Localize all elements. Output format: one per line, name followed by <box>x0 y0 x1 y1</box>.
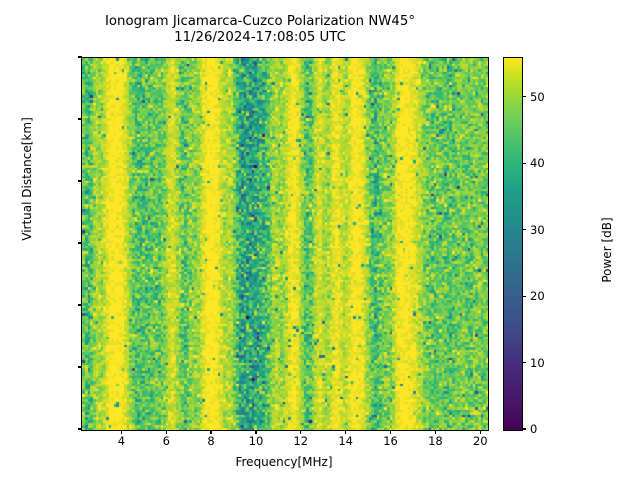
y-tick-mark <box>77 428 82 430</box>
x-tick-mark <box>165 429 167 434</box>
colorbar-tick-mark <box>522 361 526 364</box>
y-tick-mark <box>77 304 82 306</box>
colorbar-label: Power [dB] <box>600 217 614 283</box>
x-tick-mark <box>255 429 257 434</box>
colorbar-tick-mark <box>522 96 526 98</box>
x-tick-label: 10 <box>248 434 264 448</box>
x-tick-label: 14 <box>338 434 353 448</box>
x-tick-mark <box>389 429 392 434</box>
colorbar-tick-mark <box>522 229 526 231</box>
x-tick-label: 6 <box>162 434 170 448</box>
x-tick-mark <box>345 429 347 434</box>
colorbar-tick-mark <box>522 295 526 297</box>
y-tick-mark <box>77 118 82 120</box>
ionogram-heatmap-canvas <box>82 58 488 430</box>
heatmap-axes <box>81 57 489 431</box>
x-tick-label: 20 <box>472 434 488 448</box>
x-tick-label: 12 <box>293 434 309 448</box>
y-tick-mark <box>77 366 82 368</box>
y-tick-mark <box>77 56 82 58</box>
x-tick-mark <box>210 429 212 434</box>
colorbar-tick-label: 0 <box>530 422 538 436</box>
colorbar-tick-label: 50 <box>530 89 545 104</box>
x-tick-label: 8 <box>207 434 215 448</box>
x-axis-label: Frequency[MHz] <box>235 455 333 469</box>
y-axis-label: Virtual Distance[km] <box>20 117 34 241</box>
colorbar-tick-label: 10 <box>530 355 545 370</box>
x-tick-mark <box>479 429 481 434</box>
x-tick-mark <box>434 429 436 434</box>
colorbar-tick-label: 20 <box>530 289 545 304</box>
x-tick-label: 18 <box>428 434 443 448</box>
colorbar-tick-label: 40 <box>530 156 545 171</box>
y-tick-mark <box>77 180 82 182</box>
y-tick-mark <box>77 242 82 244</box>
x-tick-label: 4 <box>117 434 126 448</box>
x-tick-label: 16 <box>383 434 398 448</box>
colorbar <box>503 57 523 431</box>
colorbar-tick-label: 30 <box>530 222 545 237</box>
x-tick-mark <box>120 429 122 434</box>
x-tick-mark <box>300 429 302 434</box>
colorbar-tick-mark <box>522 162 526 164</box>
figure-title: Ionogram Jicamarca-Cuzco Polarization NW… <box>105 14 415 45</box>
colorbar-tick-mark <box>522 428 526 430</box>
